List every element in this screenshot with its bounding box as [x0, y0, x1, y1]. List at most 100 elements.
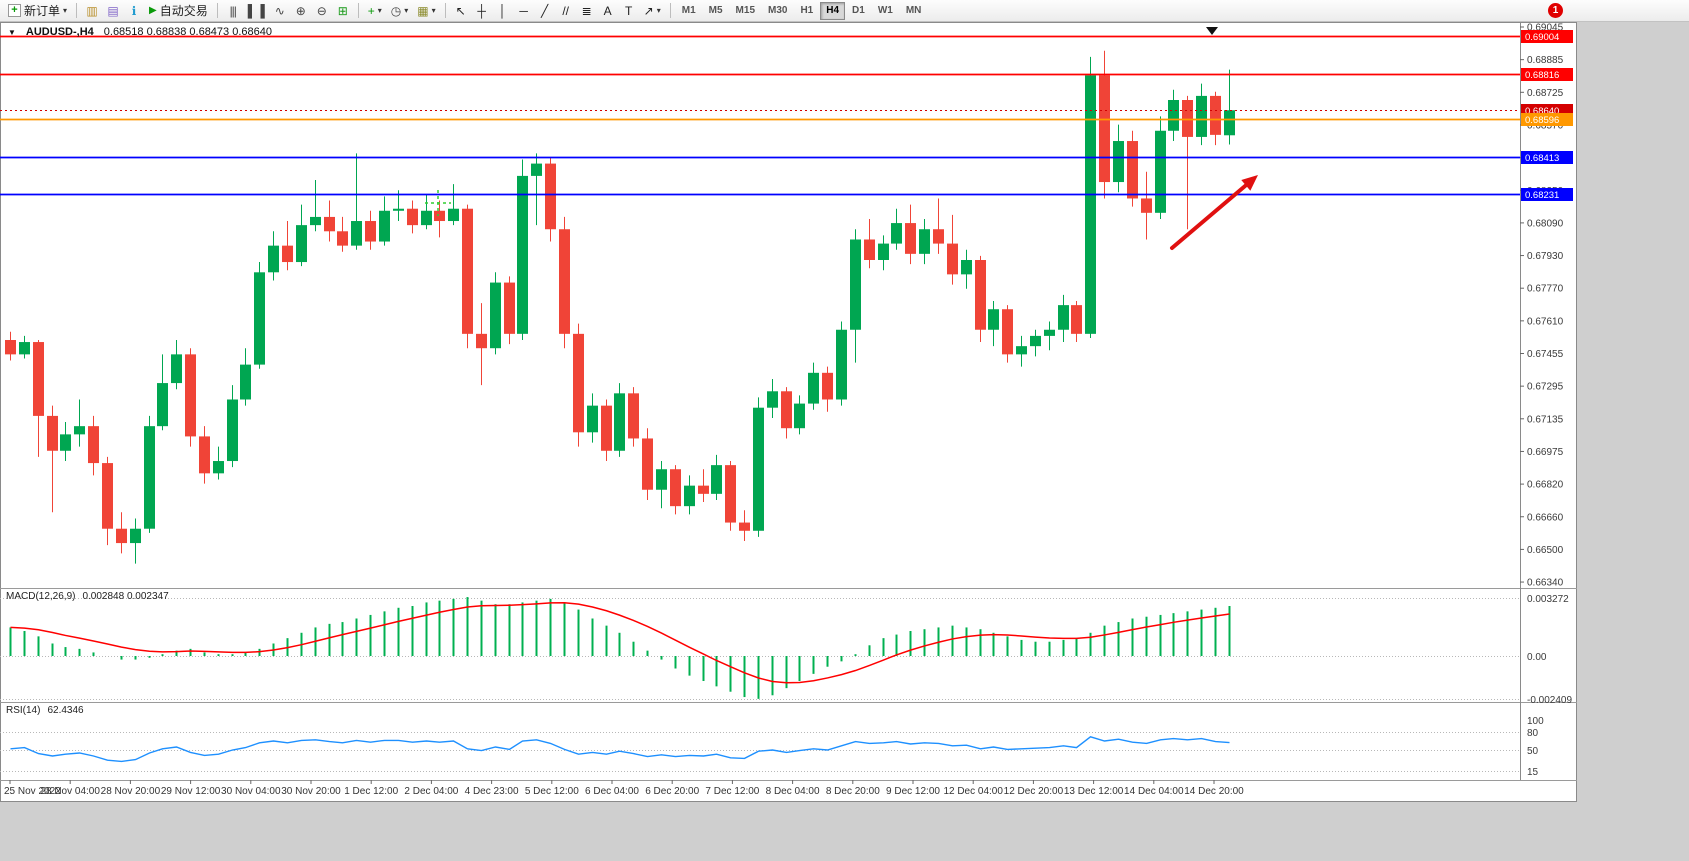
candle [988, 309, 999, 330]
candle [19, 342, 30, 355]
one-click-trading-toggle[interactable]: ▼ [8, 27, 16, 37]
vertical-line-tool-icon: │ [498, 3, 507, 18]
label-tool-button[interactable]: T [619, 1, 639, 21]
candle [130, 528, 141, 544]
svg-text:14 Dec 20:00: 14 Dec 20:00 [1184, 786, 1244, 797]
candle [711, 465, 722, 494]
candlesticks [5, 50, 1235, 564]
svg-text:0.67610: 0.67610 [1527, 316, 1564, 327]
templates-button[interactable]: ▦ ▾ [413, 1, 439, 21]
candle [587, 405, 598, 433]
svg-text:5 Dec 12:00: 5 Dec 12:00 [525, 786, 579, 797]
data-window-button[interactable]: ℹ [124, 1, 144, 21]
candle [947, 243, 958, 275]
svg-text:0.67135: 0.67135 [1527, 414, 1564, 425]
templates-icon: ▦ [417, 3, 429, 18]
bar-chart-button[interactable]: ||| [223, 1, 243, 21]
svg-text:7 Dec 12:00: 7 Dec 12:00 [705, 786, 759, 797]
chart-shift-marker[interactable] [1206, 27, 1218, 35]
tile-windows-button[interactable]: ⊞ [333, 1, 353, 21]
arrow-annotation[interactable] [1170, 179, 1253, 250]
toolbar-separator [444, 3, 446, 18]
timeframe-w1[interactable]: W1 [872, 2, 899, 20]
candle [1044, 329, 1055, 336]
candle [614, 393, 625, 451]
candle [47, 415, 58, 451]
svg-text:30 Nov 20:00: 30 Nov 20:00 [281, 786, 341, 797]
horizontal-line-tool-icon: ─ [519, 3, 528, 18]
line-chart-button[interactable]: ∿ [270, 1, 290, 21]
timeframe-m5[interactable]: M5 [703, 2, 729, 20]
channel-tool-icon: // [562, 3, 569, 18]
svg-text:0.00: 0.00 [1527, 652, 1547, 663]
periods-button[interactable]: ◷ ▾ [387, 1, 413, 21]
symbol-period-label: AUDUSD-,H4 [25, 26, 94, 38]
vertical-line-tool-button[interactable]: │ [493, 1, 513, 21]
text-tool-button[interactable]: A [598, 1, 618, 21]
timeframe-h4[interactable]: H4 [820, 1, 846, 20]
indicators-button[interactable]: + ▾ [364, 1, 386, 21]
horizontal-line-tool-button[interactable]: ─ [514, 1, 534, 21]
svg-text:0.68725: 0.68725 [1527, 88, 1564, 99]
toolbar-separator [216, 3, 218, 18]
svg-text:8 Dec 20:00: 8 Dec 20:00 [826, 786, 880, 797]
candle [753, 407, 764, 531]
trendline-tool-button[interactable]: ╱ [535, 1, 555, 21]
macd-name: MACD(12,26,9) [6, 591, 76, 602]
text-tool-icon: A [603, 3, 612, 18]
svg-text:0.67295: 0.67295 [1527, 382, 1564, 393]
svg-text:0.68816: 0.68816 [1525, 70, 1559, 81]
zoom-out-button[interactable]: ⊖ [312, 1, 332, 21]
candle [905, 223, 916, 254]
main-toolbar: + 新订单 ▾ ▥ ▤ ℹ ▶ 自动交易 ||| ▌▐ ∿ ⊕ ⊖ ⊞ + ▾ ◷ ▾ ▦ ▾ ↖ ┼ │ ─ ╱//≣ A T ↗ ▾… [0, 0, 1689, 22]
candle [1058, 305, 1069, 330]
candle [434, 210, 445, 222]
svg-text:0.69004: 0.69004 [1525, 32, 1559, 43]
arrows-tool-button[interactable]: ↗ ▾ [640, 1, 665, 21]
candle [670, 469, 681, 507]
candle [60, 434, 71, 451]
timeframe-h1[interactable]: H1 [794, 2, 819, 20]
timeframe-m15[interactable]: M15 [730, 2, 761, 20]
channel-tool-button[interactable]: // [556, 1, 576, 21]
crosshair-tool-button[interactable]: ┼ [472, 1, 492, 21]
timeframe-m1[interactable]: M1 [676, 2, 702, 20]
chevron-down-icon: ▾ [63, 6, 68, 15]
timeframe-mn[interactable]: MN [900, 2, 928, 20]
candle [822, 372, 833, 400]
candle [878, 243, 889, 260]
svg-text:0.67930: 0.67930 [1527, 251, 1564, 262]
candle [739, 522, 750, 531]
price-line-label [1521, 151, 1573, 164]
auto-trading-button[interactable]: ▶ 自动交易 [145, 1, 212, 21]
candlestick-chart-button[interactable]: ▌▐ [244, 1, 269, 21]
fibonacci-tool-button[interactable]: ≣ [577, 1, 597, 21]
svg-text:0.003272: 0.003272 [1527, 594, 1569, 605]
candle [628, 393, 639, 439]
notification-badge[interactable]: 1 [1548, 3, 1563, 18]
line-chart-icon: ∿ [274, 3, 285, 18]
chart-title: ▼ AUDUSD-,H4 0.68518 0.68838 0.68473 0.6… [8, 26, 272, 38]
price-line-label [1521, 188, 1573, 201]
chevron-down-icon: ▾ [377, 6, 382, 15]
candle [864, 239, 875, 260]
zoom-in-button[interactable]: ⊕ [291, 1, 311, 21]
indicators-icon: + [367, 3, 375, 18]
new-chart-button[interactable]: ▥ [82, 1, 102, 21]
timeframe-m30[interactable]: M30 [762, 2, 793, 20]
rsi-value: 62.4346 [47, 705, 84, 716]
macd-indicator-label: MACD(12,26,9) 0.002848 0.002347 [6, 591, 169, 602]
macd-signal-line [10, 602, 1230, 684]
candle [601, 405, 612, 451]
new-order-button[interactable]: + 新订单 ▾ [4, 1, 71, 21]
candle [1016, 346, 1027, 355]
candle [1224, 110, 1235, 136]
profiles-button[interactable]: ▤ [103, 1, 123, 21]
candle [199, 436, 210, 474]
cursor-tool-button[interactable]: ↖ [451, 1, 471, 21]
timeframe-d1[interactable]: D1 [846, 2, 871, 20]
svg-text:1 Dec 12:00: 1 Dec 12:00 [344, 786, 398, 797]
crosshair-tool-icon: ┼ [477, 3, 486, 18]
